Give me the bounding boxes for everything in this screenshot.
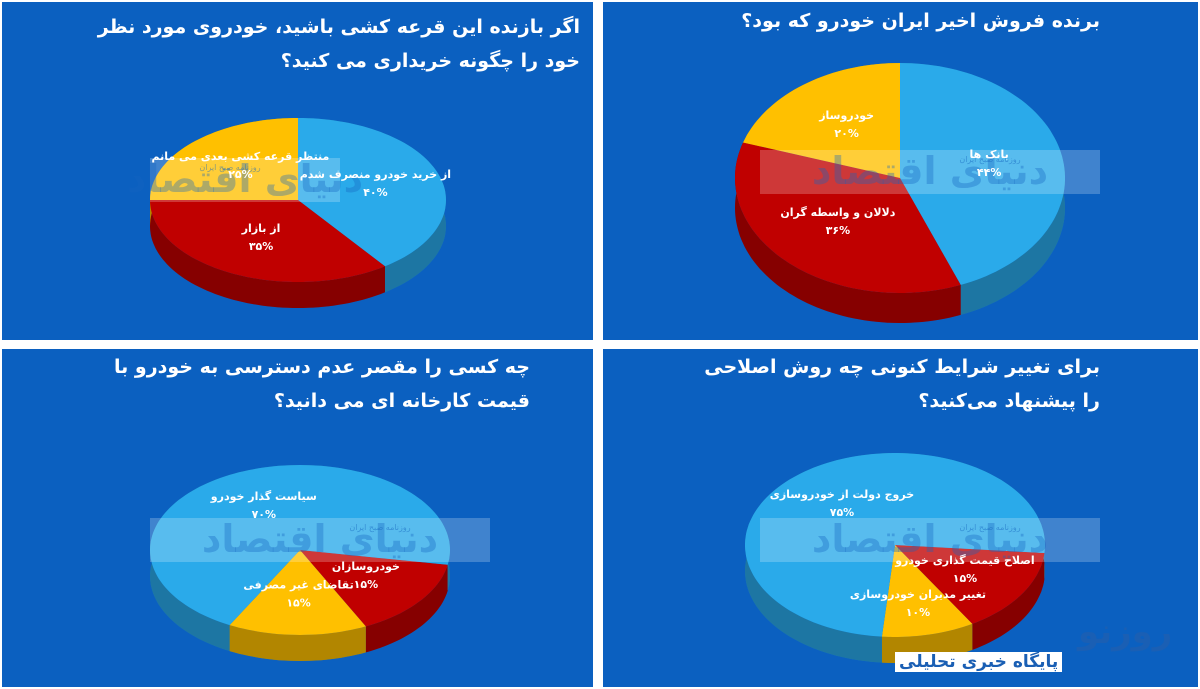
watermark: دنیای اقتصاد	[127, 157, 363, 201]
pie-slice	[745, 453, 1045, 637]
watermark: دنیای اقتصاد	[812, 517, 1048, 561]
watermark-sub: روزنامه صبح ایران	[349, 523, 410, 532]
slice-value-label: ۴۰%	[363, 186, 387, 199]
slice-value-label: ۴۴%	[977, 166, 1001, 179]
pie-slice	[735, 142, 961, 293]
slice-label: تقاضای غیر مصرفی	[243, 579, 353, 592]
logo: روزنو	[1078, 612, 1173, 652]
pie-slice	[900, 63, 1065, 285]
pie-side-shade	[150, 200, 385, 308]
pie-slice	[881, 545, 973, 637]
slice-value-label: ۱۵%	[286, 597, 310, 610]
slice-value-label: ۳۵%	[249, 240, 273, 253]
slice-label: از بازار	[241, 222, 281, 235]
slice-label: خودروسازان	[332, 560, 400, 573]
watermark-sub: روزنامه صبح ایران	[959, 155, 1020, 164]
slice-value-label: ۱۵%	[953, 572, 977, 585]
watermark: دنیای اقتصاد	[202, 517, 438, 561]
pie-side-shade	[972, 553, 1045, 650]
slice-value-label: ۲۰%	[834, 127, 858, 140]
slice-value-label: ۷۵%	[830, 506, 854, 519]
chart-title: اگر بازنده این قرعه کشی باشید، خودروی مو…	[97, 16, 580, 72]
pie-slice	[743, 63, 900, 178]
chart-title: برای تغییر شرایط کنونی چه روش اصلاحی را …	[704, 356, 1100, 412]
slice-label: اصلاح قیمت گذاری خودرو	[894, 554, 1034, 567]
slice-value-label: ۷۰%	[252, 508, 276, 521]
pie-slice	[150, 118, 298, 200]
slice-label: خروج دولت از خودروسازی	[770, 488, 914, 502]
pie-side	[229, 625, 366, 661]
pie-slice	[895, 545, 1045, 624]
slice-label: سیاست گذار خودرو	[210, 490, 317, 503]
slice-value-label: ۲۵%	[228, 168, 252, 181]
watermark-band	[760, 518, 1100, 562]
pie-side	[972, 553, 1045, 650]
logo-tagline: پایگاه خبری تحلیلی	[895, 652, 1063, 672]
slice-label: تغییر مدیران خودروسازی	[850, 588, 986, 601]
slice-label: بانک ها	[970, 148, 1009, 161]
watermark-band	[150, 518, 490, 562]
pie-side	[365, 564, 448, 653]
watermark-band	[760, 150, 1100, 194]
slice-value-label: ۱۰%	[906, 606, 930, 619]
slice-label: از خرید خودرو منصرف شدم	[300, 168, 451, 181]
watermark-band	[150, 158, 340, 202]
watermark-sub: روزنامه صبح ایران	[199, 163, 260, 172]
watermark-sub: روزنامه صبح ایران	[959, 523, 1020, 532]
slice-label: دلالان و واسطه گران	[780, 206, 895, 219]
pie-side	[735, 142, 961, 323]
chart-title: برنده فروش اخیر ایران خودرو که بود؟	[741, 10, 1100, 32]
pie-slice	[300, 550, 448, 627]
slice-label: منتظر قرعه کشی بعدی می مانم	[152, 150, 330, 163]
watermark: دنیای اقتصاد	[812, 149, 1048, 193]
chart-title: چه کسی را مقصر عدم دسترسی به خودرو با قی…	[114, 356, 530, 412]
pie-slice	[298, 118, 446, 267]
slice-label: خودروساز	[818, 109, 874, 122]
pie-slice	[150, 200, 385, 282]
pie-side-shade	[365, 564, 448, 653]
pie-slice	[229, 550, 366, 635]
pie-slice	[150, 465, 450, 626]
slice-value-label: ۳۶%	[826, 224, 850, 237]
pie-side-shade	[735, 142, 961, 323]
pie-side-shade	[229, 625, 366, 661]
pie-side	[150, 200, 385, 308]
slice-value-label: ۱۵%	[354, 578, 378, 591]
